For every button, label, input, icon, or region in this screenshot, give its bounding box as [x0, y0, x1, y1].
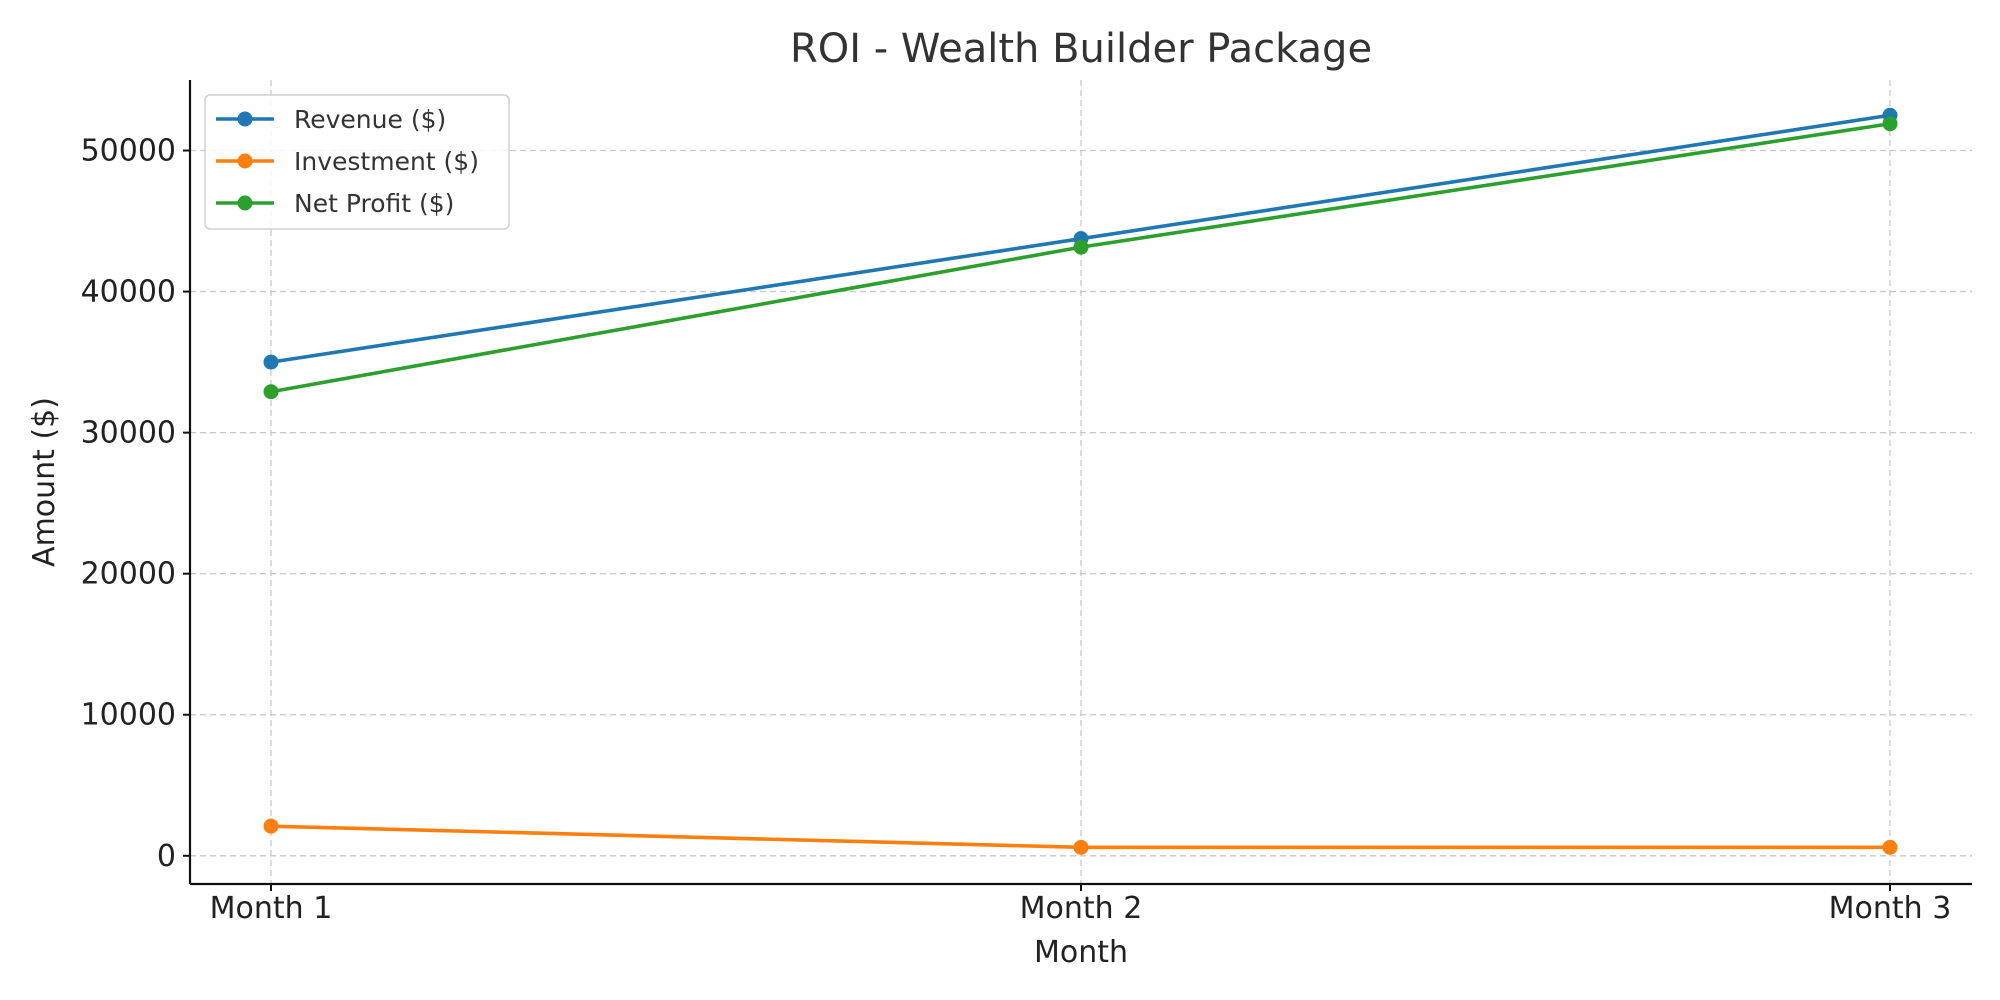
legend: Revenue ($) Investment ($) Net Profit ($) — [204, 94, 510, 230]
data-point — [1882, 116, 1898, 132]
x-axis-label: Month — [1034, 935, 1128, 970]
legend-marker — [237, 195, 253, 211]
ticks-layer: 0 10000 20000 30000 40000 50000 Month 1 Month 2… — [81, 134, 1952, 926]
legend-marker — [237, 153, 253, 169]
data-point — [263, 818, 279, 834]
chart-title: ROI - Wealth Builder Package — [790, 26, 1372, 72]
legend-label: Investment ($) — [294, 147, 479, 176]
series-layer — [263, 107, 1898, 855]
data-point — [263, 354, 279, 370]
series-1 — [263, 818, 1898, 855]
legend-marker — [237, 111, 253, 127]
data-point — [1882, 839, 1898, 855]
data-point — [1073, 839, 1089, 855]
y-axis-label: Amount ($) — [27, 397, 62, 567]
legend-label: Revenue ($) — [294, 105, 446, 134]
series-2 — [263, 116, 1898, 400]
x-tick-label: Month 3 — [1829, 891, 1952, 926]
legend-entry: Revenue ($) — [216, 105, 446, 134]
grid-layer — [190, 80, 1972, 884]
legend-entry: Investment ($) — [216, 147, 479, 176]
y-tick-label: 40000 — [81, 275, 176, 310]
y-tick-label: 30000 — [81, 416, 176, 451]
legend-label: Net Profit ($) — [294, 189, 454, 218]
y-tick-label: 50000 — [81, 134, 176, 169]
legend-entry: Net Profit ($) — [216, 189, 454, 218]
y-tick-label: 0 — [157, 839, 176, 874]
y-tick-label: 20000 — [81, 557, 176, 592]
y-tick-label: 10000 — [81, 698, 176, 733]
data-point — [1073, 239, 1089, 255]
x-tick-label: Month 1 — [210, 891, 333, 926]
x-tick-label: Month 2 — [1020, 891, 1143, 926]
legend-frame — [204, 94, 510, 230]
data-point — [263, 384, 279, 400]
